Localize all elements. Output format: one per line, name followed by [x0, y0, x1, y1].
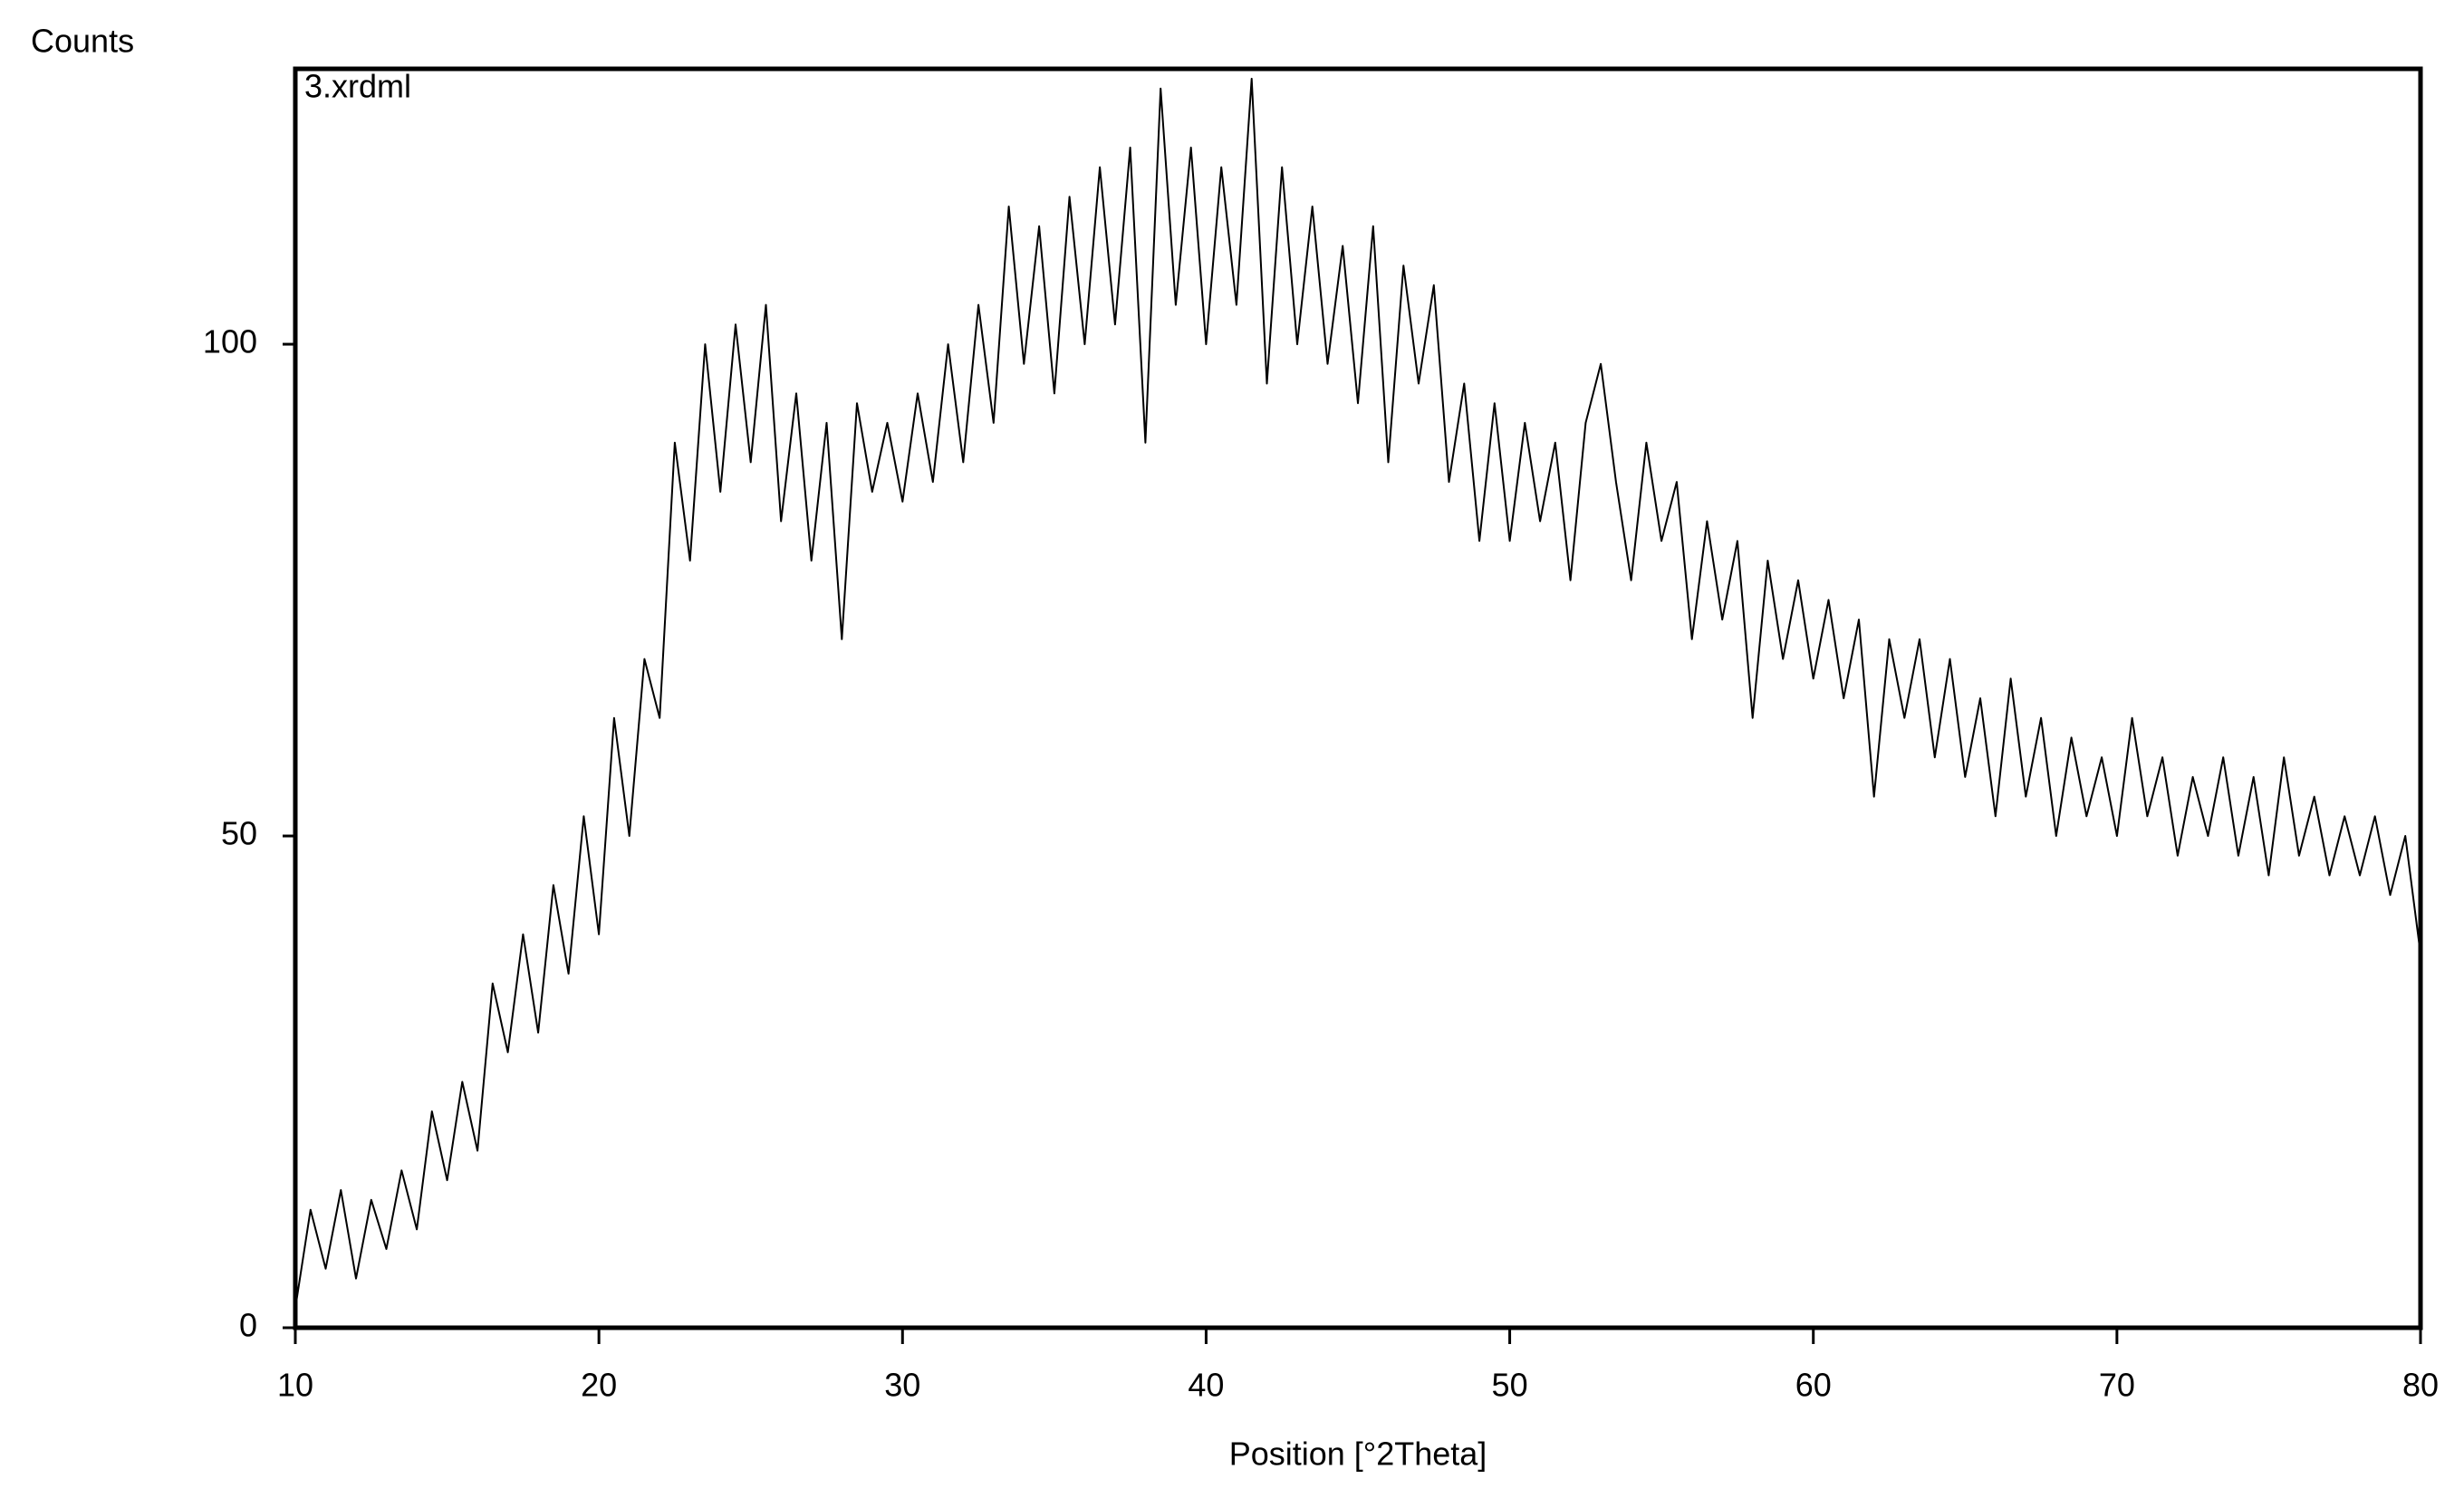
x-axis-label: Position [°2Theta]: [1229, 1436, 1487, 1473]
x-tick-label: 30: [884, 1367, 920, 1404]
y-tick-label: 50: [221, 815, 257, 852]
data-line: [294, 77, 2421, 1309]
x-tick-label: 70: [2099, 1367, 2135, 1404]
x-tick-label: 80: [2402, 1367, 2439, 1404]
x-tick-label: 40: [1188, 1367, 1224, 1404]
x-tick-label: 10: [277, 1367, 313, 1404]
series-label: 3.xrdml: [304, 68, 411, 105]
y-tick-label: 100: [203, 323, 257, 360]
x-tick-label: 50: [1492, 1367, 1528, 1404]
x-tick-label: 60: [1795, 1367, 1832, 1404]
plot-frame: [293, 66, 2423, 1330]
y-axis-label: Counts: [31, 23, 134, 60]
y-tick-label: 0: [239, 1307, 257, 1344]
x-tick-label: 20: [581, 1367, 617, 1404]
